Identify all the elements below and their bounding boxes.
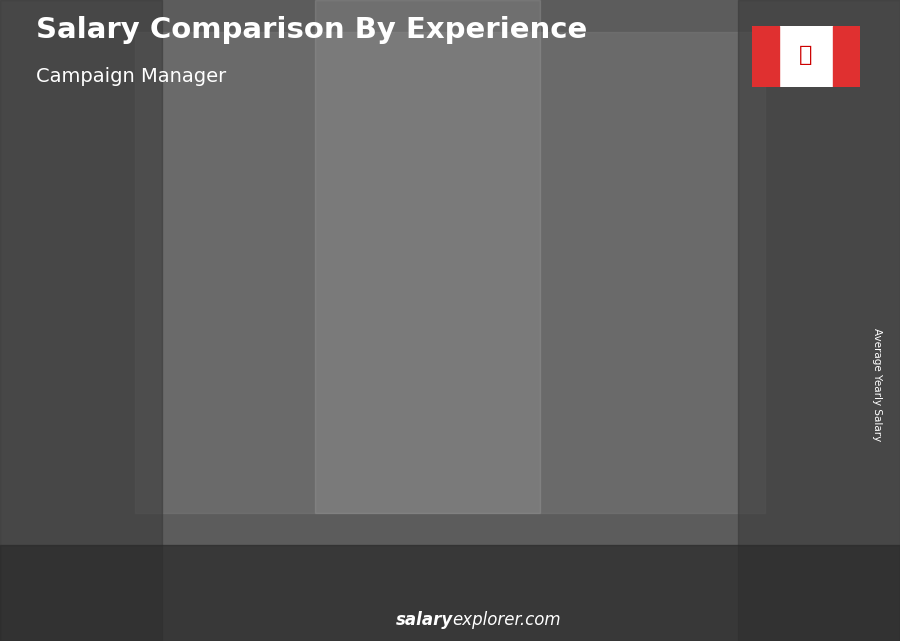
Text: Average Yearly Salary: Average Yearly Salary	[872, 328, 883, 441]
Bar	[77, 465, 148, 590]
Text: 94,400 CAD: 94,400 CAD	[69, 446, 143, 459]
Bar	[216, 431, 265, 438]
Text: 218,000 CAD: 218,000 CAD	[582, 282, 665, 296]
Bar	[397, 371, 402, 590]
Text: +30%: +30%	[256, 252, 314, 270]
Bar	[315, 0, 540, 513]
Bar	[269, 421, 274, 590]
Text: salary: salary	[396, 612, 454, 629]
Bar	[716, 286, 787, 590]
Bar	[344, 384, 392, 393]
Bar	[599, 318, 648, 329]
Bar	[135, 32, 765, 513]
Bar	[461, 326, 531, 590]
FancyArrowPatch shape	[638, 264, 740, 288]
Text: explorer.com: explorer.com	[453, 612, 562, 629]
Bar	[525, 326, 530, 590]
Bar	[206, 421, 211, 590]
Bar	[462, 326, 467, 590]
Bar	[88, 472, 137, 477]
Bar	[832, 26, 859, 87]
Text: +34%: +34%	[129, 226, 186, 244]
FancyArrowPatch shape	[127, 406, 229, 452]
Bar	[752, 26, 778, 87]
Bar	[738, 0, 900, 641]
Bar	[780, 286, 786, 590]
Text: 127,000 CAD: 127,000 CAD	[199, 403, 282, 416]
FancyArrowPatch shape	[255, 356, 356, 408]
Text: 165,000 CAD: 165,000 CAD	[327, 353, 410, 365]
Bar	[78, 465, 84, 590]
Bar	[0, 545, 900, 641]
Bar	[727, 304, 776, 317]
Bar	[334, 371, 339, 590]
Bar	[590, 301, 595, 590]
FancyArrowPatch shape	[510, 283, 612, 313]
Text: 🍁: 🍁	[799, 46, 812, 65]
Text: +5%: +5%	[645, 292, 691, 310]
Text: +21%: +21%	[383, 272, 442, 290]
Text: +9%: +9%	[518, 285, 563, 303]
Bar	[652, 301, 658, 590]
Bar	[0, 0, 162, 641]
Bar	[589, 301, 659, 590]
Text: 229,000 CAD: 229,000 CAD	[710, 268, 793, 281]
Bar	[333, 371, 403, 590]
Text: 199,000 CAD: 199,000 CAD	[454, 308, 537, 320]
Bar	[141, 465, 147, 590]
Bar	[472, 342, 520, 352]
FancyBboxPatch shape	[750, 24, 861, 88]
Bar	[717, 286, 723, 590]
FancyArrowPatch shape	[382, 311, 483, 358]
Text: Campaign Manager: Campaign Manager	[36, 67, 226, 87]
Text: Salary Comparison By Experience: Salary Comparison By Experience	[36, 16, 587, 44]
Bar	[205, 421, 275, 590]
